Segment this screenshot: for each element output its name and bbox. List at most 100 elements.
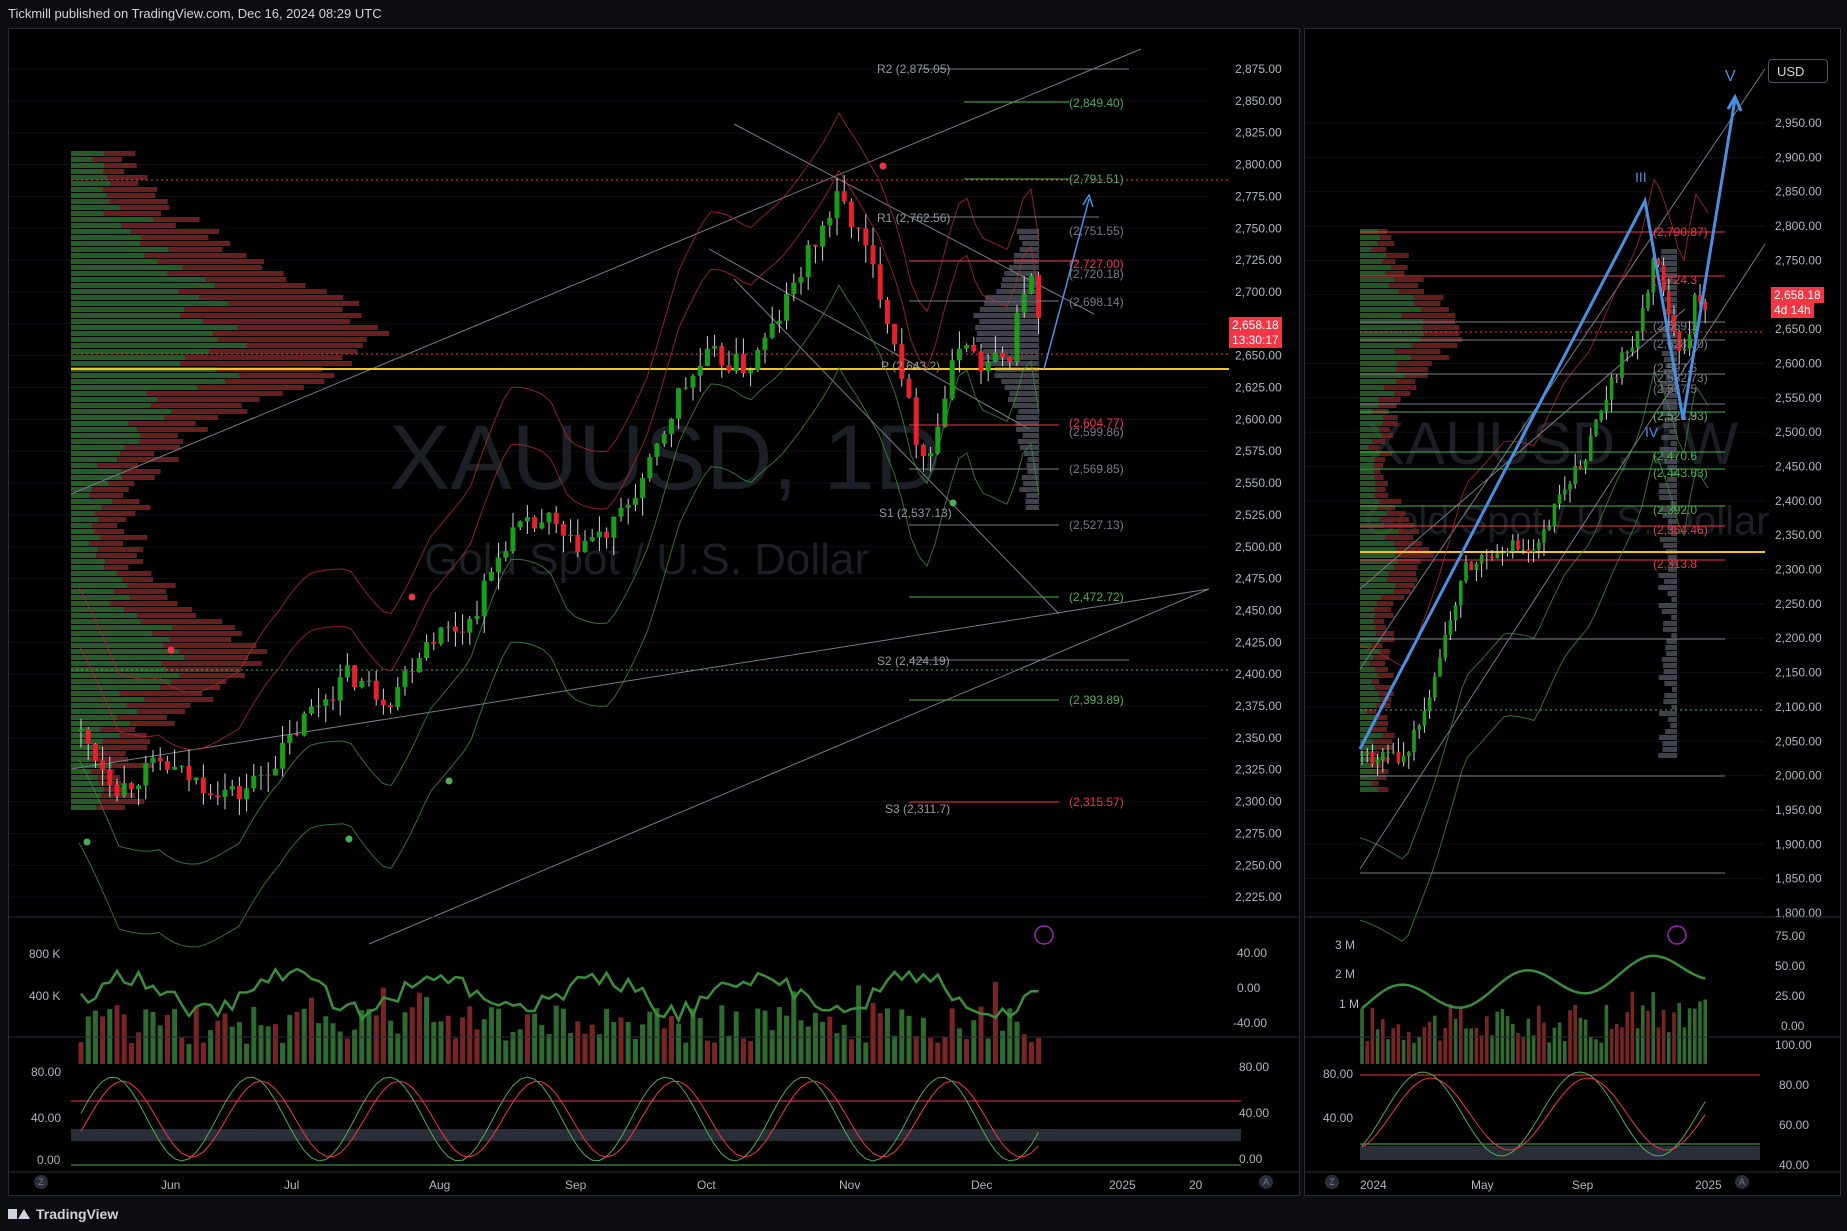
volume-profile-bar-up [1360, 307, 1422, 312]
volume-profile-bar-up [1360, 715, 1378, 720]
volume-bar [1594, 1039, 1598, 1064]
candle-up [1360, 753, 1364, 755]
volume-profile-bar-up [1360, 511, 1387, 516]
stoch-axis-right-100: 100.00 [1775, 1038, 1812, 1052]
volume-profile-bar-down [239, 373, 335, 378]
candle-up [1505, 551, 1510, 553]
volume-bar [1583, 1019, 1588, 1064]
volume-profile-bar [1662, 627, 1677, 632]
candle-down [906, 378, 912, 398]
price-tick-label: 2,200.00 [1775, 631, 1822, 645]
volume-bar [942, 1036, 948, 1064]
volume-profile-bar-down [179, 673, 245, 678]
weekly-chart-pane[interactable]: XAUUSD, 1W Gold Spot / U.S. Dollar (2,79… [1304, 28, 1841, 1196]
volume-profile-bar-down [1376, 631, 1394, 636]
volume-profile-bar-up [1360, 541, 1395, 546]
candle-up [942, 398, 948, 427]
candle-up [1365, 752, 1369, 754]
volume-bar [1381, 1019, 1385, 1064]
volume-profile-bar-up [71, 787, 104, 792]
volume-profile-bar-up [71, 715, 118, 720]
volume-bar [1573, 1005, 1577, 1064]
candle-up [1443, 635, 1447, 658]
candle-up [1557, 494, 1562, 504]
volume-profile-bar-up [1360, 247, 1372, 252]
auto-scale-button[interactable]: A [1259, 1175, 1273, 1189]
volume-bar [820, 1021, 826, 1064]
candle-up [1412, 729, 1416, 753]
volume-profile-bar-up [71, 385, 198, 390]
weekly-chart-canvas[interactable]: XAUUSD, 1W Gold Spot / U.S. Dollar (2,79… [1305, 29, 1840, 1195]
candle-down [899, 344, 905, 379]
volume-pane [78, 967, 1042, 1064]
volume-bar [1521, 1037, 1525, 1064]
candle-up [287, 734, 293, 743]
currency-button[interactable]: USD [1768, 59, 1828, 83]
volume-bar [294, 1011, 300, 1064]
volume-profile-bar-down [1371, 727, 1387, 732]
lightning-icon [1034, 925, 1054, 945]
volume-profile-bar [1009, 391, 1039, 396]
volume-profile-bar-down [1375, 487, 1386, 492]
daily-chart-canvas[interactable]: XAUUSD, 1D Gold Spot / U.S. Dollar R2 (2… [9, 29, 1299, 1195]
stochastic-pane [71, 1076, 1241, 1166]
zoom-button[interactable]: Z [34, 1175, 48, 1189]
volume-profile-bar-up [71, 457, 118, 462]
volume-bar [611, 1022, 617, 1064]
price-axis: 2,875.00 2,850.00 2,825.00 2,800.00 2,775.00… [1235, 62, 1282, 904]
auto-scale-button[interactable]: A [1735, 1175, 1749, 1189]
level-label: (2,582.73) [1653, 371, 1708, 385]
volume-profile-bar-down [1379, 499, 1402, 504]
volume-profile-bar [1671, 531, 1677, 536]
volume-profile-bar-down [184, 655, 249, 660]
volume-profile-bar [1671, 687, 1677, 692]
volume-bar [733, 1011, 739, 1064]
daily-chart-pane[interactable]: XAUUSD, 1D Gold Spot / U.S. Dollar R2 (2… [8, 28, 1300, 1196]
candle-up [1438, 657, 1442, 677]
volume-bar [956, 1028, 962, 1064]
candle-down [719, 346, 725, 366]
volume-profile-bar-down [163, 643, 257, 648]
volume-profile-bar [1663, 369, 1677, 374]
volume-profile-bar-down [199, 295, 344, 300]
volume-profile-bar-down [1368, 445, 1380, 450]
candle-up [611, 516, 617, 538]
volume-profile-bar [1663, 423, 1677, 428]
volume-profile-bar-down [100, 535, 148, 540]
stoch-d-line [80, 1080, 1039, 1158]
candle-up [935, 426, 941, 454]
volume-profile-bar-down [89, 541, 124, 546]
volume-profile-bar [1667, 477, 1677, 482]
volume-profile-bar-up [1360, 367, 1397, 372]
volume-profile-bar-down [1382, 733, 1395, 738]
candle-down [236, 786, 242, 800]
candle-up [755, 350, 761, 371]
volume-profile-bar-up [71, 571, 117, 576]
volume-profile-bar-down [137, 613, 196, 618]
volume-profile-bar-up [71, 805, 97, 810]
volume-bar [344, 1038, 350, 1064]
volume-bar [445, 1015, 451, 1064]
volume-axis-800k: 800 K [29, 947, 60, 961]
volume-profile-bar [1659, 711, 1677, 716]
chart-watermark-symbol: XAUUSD, 1D [389, 407, 941, 509]
volume-profile-bar [1665, 729, 1677, 734]
candle-up [337, 677, 343, 701]
price-tick-label: 2,950.00 [1775, 116, 1822, 130]
band-line [1359, 452, 1709, 942]
volume-bar [452, 1038, 458, 1064]
level-label: (2,364.46) [1653, 523, 1708, 537]
candle-up [251, 775, 257, 789]
volume-profile-bar-down [1413, 295, 1444, 300]
zoom-button[interactable]: Z [1325, 1175, 1339, 1189]
volume-profile-bar [1663, 279, 1677, 284]
candle-up [474, 615, 480, 619]
volume-profile-bar-down [140, 433, 178, 438]
candle-down [553, 512, 559, 525]
candle-up [1589, 435, 1593, 462]
volume-profile-bar-up [1360, 529, 1400, 534]
volume-profile-bar-down [1378, 427, 1390, 432]
volume-profile-bar-down [1394, 565, 1418, 570]
volume-profile-bar-up [71, 565, 105, 570]
volume-profile-bar-up [71, 691, 120, 696]
